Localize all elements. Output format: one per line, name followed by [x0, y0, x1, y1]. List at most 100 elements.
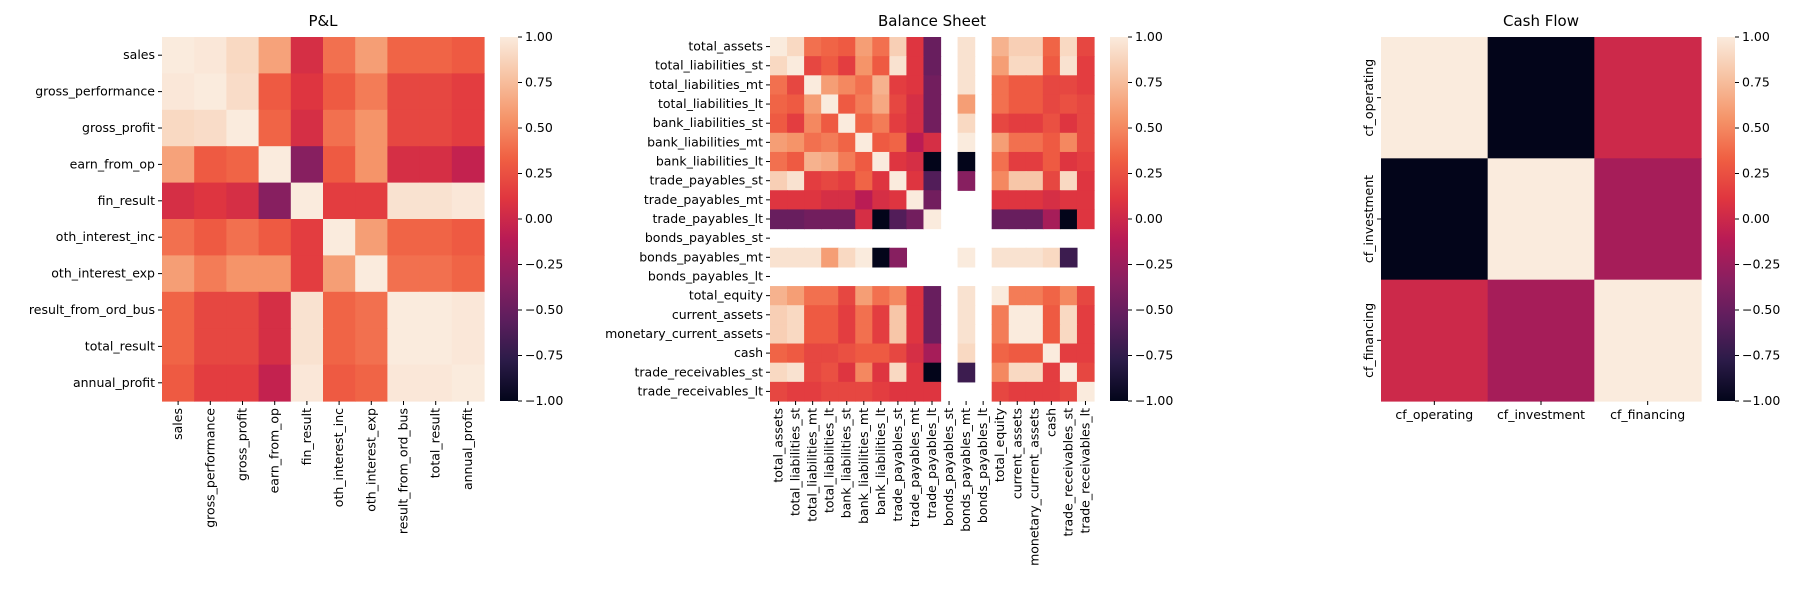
heatmap-cell [821, 151, 839, 172]
heatmap-cell [387, 364, 421, 402]
heatmap-cell [804, 151, 822, 172]
x-tick-label: cf_operating [1395, 407, 1473, 422]
heatmap-cell [872, 362, 890, 383]
heatmap-cell [1059, 343, 1078, 364]
heatmap-cell [258, 328, 292, 366]
heatmap-cell [419, 255, 453, 293]
heatmap-cell [1076, 37, 1095, 57]
balance-sheet-colorbar: 1.00 0.75 0.50 0.25 0.00 −0.25 −0.50 −0.75 −1.00 [1110, 29, 1173, 408]
heatmap-cell [770, 362, 788, 383]
heatmap-cell [906, 286, 925, 306]
heatmap-cell [194, 37, 227, 74]
heatmap-cell [1025, 94, 1044, 115]
heatmap-cell [1025, 132, 1044, 153]
x-tick-label: annual_profit [460, 408, 475, 490]
heatmap-cell [1042, 286, 1061, 306]
y-tick-label: earn_from_op [70, 156, 155, 171]
colorbar-tick-label: 0.75 [525, 75, 553, 90]
heatmap-cell [838, 190, 856, 211]
colorbar-tick-label: 0.50 [1742, 120, 1770, 135]
heatmap-cell [872, 171, 890, 191]
heatmap-cell [323, 182, 356, 220]
heatmap-cell [906, 324, 925, 345]
heatmap-cell [258, 73, 292, 111]
y-tick-label: cash [734, 345, 763, 360]
heatmap-cell [838, 151, 856, 172]
heatmap-cell [838, 94, 856, 115]
heatmap-cell [872, 151, 890, 172]
x-tick-label: sales [170, 408, 185, 440]
heatmap-cell [323, 328, 356, 366]
heatmap-cell [1042, 209, 1061, 230]
heatmap-cell [855, 171, 873, 191]
heatmap-cell [1059, 113, 1078, 134]
heatmap-cell [1008, 247, 1027, 268]
heatmap-cell [1059, 324, 1078, 345]
heatmap-cell [804, 94, 822, 115]
panel-pnl: P&L salesgross_performancegross_profitea… [29, 12, 563, 534]
heatmap-cell [162, 182, 195, 220]
y-tick-label: cf_financing [1361, 303, 1376, 378]
heatmap-cell [290, 364, 324, 402]
heatmap-cell [323, 255, 356, 293]
heatmap-cell [957, 324, 976, 345]
y-tick-label: oth_interest_exp [51, 266, 155, 281]
y-tick-label: cf_investment [1361, 175, 1376, 263]
x-tick-label: oth_interest_inc [331, 408, 346, 507]
heatmap-cell [838, 75, 856, 96]
x-tick-label: bank_liabilities_lt [873, 408, 888, 515]
heatmap-cell [1008, 343, 1027, 364]
heatmap-cell [1487, 279, 1595, 402]
heatmap-cell [923, 171, 942, 191]
colorbar-tick-label: 0.25 [525, 166, 553, 181]
heatmap-cell [226, 37, 260, 74]
pnl-heatmap: sales gross_performance gross_profit earn_f… [29, 37, 485, 534]
colorbar-tick-label: 0.25 [1742, 166, 1770, 181]
heatmap-cell [923, 209, 942, 230]
heatmap-cell [1042, 362, 1061, 383]
heatmap-cell [923, 75, 942, 96]
heatmap-cell [838, 37, 856, 57]
y-tick-label: total_liabilities_lt [658, 96, 763, 111]
heatmap-cell [821, 190, 839, 211]
heatmap-cell [355, 255, 388, 293]
heatmap-cell [1025, 113, 1044, 134]
heatmap-cell [226, 219, 260, 256]
heatmap-cell [1487, 158, 1595, 281]
heatmap-cell [787, 381, 805, 402]
heatmap-cell [889, 75, 908, 96]
heatmap-cell [1076, 171, 1095, 191]
heatmap-cell [1076, 362, 1095, 383]
heatmap-cell [804, 324, 822, 345]
heatmap-cell [889, 94, 908, 115]
heatmap-cell [387, 37, 421, 74]
colorbar-tick-label: 0.50 [525, 120, 553, 135]
heatmap-cell [1025, 209, 1044, 230]
heatmap-cell [194, 109, 227, 147]
heatmap-cell [787, 132, 805, 153]
x-tick-label: monetary_current_assets [1026, 408, 1041, 566]
heatmap-cell [855, 56, 873, 76]
heatmap-cell [787, 56, 805, 76]
colorbar-tick-label: −1.00 [525, 393, 563, 408]
heatmap-cell [957, 37, 976, 57]
colorbar-tick-label: 0.50 [1135, 120, 1163, 135]
y-tick-label: bank_liabilities_mt [647, 134, 763, 149]
heatmap-cell [957, 113, 976, 134]
heatmap-cell [855, 362, 873, 383]
panel-cash-flow: Cash Flow cf_operating cf_investment cf_fi… [1361, 12, 1780, 422]
heatmap-cell [1025, 305, 1044, 325]
heatmap-cell [821, 362, 839, 383]
heatmap-cell [1042, 37, 1061, 57]
cash-flow-colorbar: 1.00 0.75 0.50 0.25 0.00 −0.25 −0.50 −0.75 −1.00 [1717, 29, 1780, 408]
heatmap-cell [821, 56, 839, 76]
colorbar-tick-label: −1.00 [1135, 393, 1173, 408]
x-tick-label: cf_investment [1497, 407, 1585, 422]
heatmap-cell [419, 328, 453, 366]
heatmap-cell [838, 362, 856, 383]
heatmap-cell [991, 37, 1010, 57]
y-tick-label: gross_profit [82, 120, 155, 135]
heatmap-cell [226, 328, 260, 366]
heatmap-cell [1059, 56, 1078, 76]
x-tick-label: bonds_payables_mt [958, 408, 973, 532]
